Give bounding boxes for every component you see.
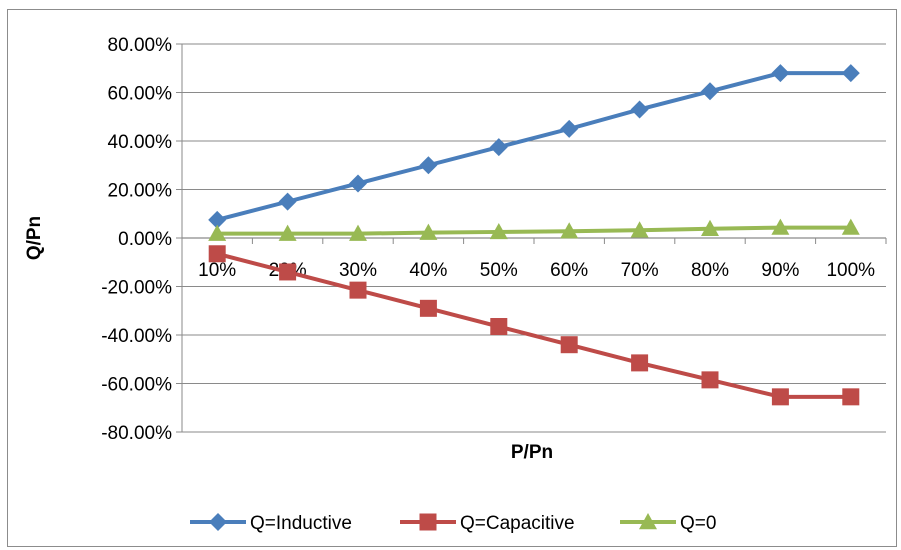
- x-tick-label: 100%: [826, 260, 875, 281]
- chart-frame: [7, 9, 897, 547]
- legend-marker: [419, 513, 437, 531]
- x-tick-label: 30%: [339, 260, 377, 281]
- legend: Q=Inductive Q=Capacitive Q=0: [190, 513, 716, 534]
- y-tick-label: -80.00%: [101, 423, 172, 444]
- data-point: [419, 223, 438, 240]
- data-point: [208, 210, 227, 229]
- legend-label: Q=0: [680, 513, 716, 534]
- data-point: [560, 222, 579, 239]
- series-line: [216, 251, 851, 399]
- y-tick-labels: 80.00% 60.00% 40.00% 20.00% 0.00% -20.00% -40.…: [101, 35, 172, 444]
- y-tick-label: 0.00%: [118, 229, 172, 250]
- data-point: [279, 263, 297, 281]
- data-point: [841, 218, 860, 235]
- data-point: [630, 100, 649, 119]
- legend-marker: [639, 513, 657, 530]
- data-point: [489, 138, 508, 157]
- data-point: [490, 318, 508, 336]
- series-layer: [208, 64, 860, 406]
- data-point: [419, 156, 438, 175]
- data-point: [701, 371, 719, 389]
- data-point: [631, 354, 649, 372]
- series-0: [208, 64, 860, 229]
- data-point: [349, 281, 367, 299]
- y-tick-label: 80.00%: [108, 35, 173, 56]
- x-tick-label: 70%: [621, 260, 659, 281]
- x-tick-labels: 10%20%30%40%50%60%70%80%90%100%: [198, 260, 875, 281]
- data-point: [349, 224, 367, 241]
- legend-label: Q=Inductive: [250, 513, 352, 534]
- legend-label: Q=Capacitive: [460, 513, 575, 534]
- x-tick-label: 90%: [761, 260, 799, 281]
- data-point: [701, 82, 719, 101]
- y-tick-label: 20.00%: [108, 181, 173, 202]
- x-axis-title: P/Pn: [511, 442, 553, 463]
- data-point: [560, 336, 578, 354]
- data-point: [208, 224, 227, 241]
- legend-item: Q=Capacitive: [400, 513, 575, 534]
- series-1: [208, 245, 860, 406]
- x-tick-label: 40%: [409, 260, 447, 281]
- y-tick-label: -20.00%: [101, 278, 172, 299]
- data-point: [278, 192, 297, 211]
- x-tick-label: 60%: [550, 260, 588, 281]
- axes: [176, 43, 887, 433]
- y-axis-title: Q/Pn: [24, 216, 45, 260]
- y-tick-label: -40.00%: [101, 326, 172, 347]
- legend-marker: [209, 513, 227, 531]
- legend-item: Q=0: [620, 513, 716, 534]
- x-tick-label: 50%: [480, 260, 518, 281]
- series-line: [216, 71, 851, 222]
- data-point: [560, 119, 579, 138]
- data-point: [771, 64, 790, 83]
- data-point: [208, 245, 226, 263]
- y-tick-label: -60.00%: [101, 375, 172, 396]
- x-tick-label: 80%: [691, 260, 729, 281]
- data-point: [771, 388, 789, 406]
- gridlines: [182, 43, 886, 433]
- series-2: [208, 218, 860, 241]
- x-tick-label: 10%: [198, 260, 236, 281]
- data-point: [630, 221, 649, 238]
- data-point: [489, 222, 508, 240]
- data-point: [771, 218, 790, 235]
- data-point: [842, 388, 860, 406]
- series-line: [217, 225, 851, 236]
- data-point: [419, 299, 437, 317]
- data-point: [349, 174, 367, 193]
- y-tick-label: 60.00%: [108, 84, 173, 105]
- legend-item: Q=Inductive: [190, 513, 352, 534]
- data-point: [278, 224, 297, 241]
- data-point: [701, 219, 719, 236]
- data-point: [841, 64, 860, 83]
- y-tick-label: 40.00%: [108, 132, 173, 153]
